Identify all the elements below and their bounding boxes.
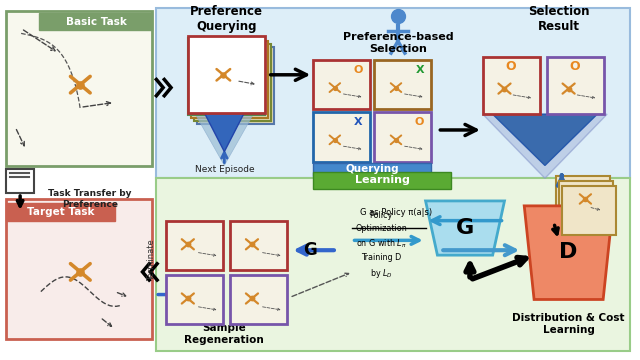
Text: O: O [569,60,580,73]
Polygon shape [524,206,613,300]
Text: Selection
Result: Selection Result [528,5,589,33]
Bar [194,44,271,121]
Text: O: O [354,65,363,75]
Polygon shape [195,113,254,166]
Text: X: X [354,117,363,127]
Text: Task Transfer by
Preference: Task Transfer by Preference [49,189,132,209]
Bar [313,162,431,176]
Bar [39,13,152,31]
Polygon shape [483,114,607,178]
Text: O: O [505,60,516,73]
Text: G: G [456,217,474,238]
Bar [313,112,371,162]
Text: Basic Task: Basic Task [66,17,127,27]
Text: Policy
Optimization
on G with $L_\pi$
Training D
by $L_D$: Policy Optimization on G with $L_\pi$ Tr… [355,211,407,279]
Text: Distribution & Cost
Learning: Distribution & Cost Learning [513,313,625,335]
Text: Target Task: Target Task [27,207,94,217]
Text: Querying: Querying [346,165,399,174]
Bar [547,57,604,114]
Polygon shape [426,201,504,255]
Bar [562,186,616,235]
Bar [483,57,540,114]
Bar [156,178,630,351]
Text: G as Policy π(a|s): G as Policy π(a|s) [360,208,432,217]
Bar [188,36,265,113]
Bar [374,112,431,162]
Text: Next Episode: Next Episode [195,165,254,174]
Text: X: X [415,65,424,75]
Bar [374,60,431,109]
Text: O: O [415,117,424,127]
Bar [230,275,287,324]
Text: Terminate: Terminate [147,239,156,281]
Bar [313,60,371,109]
Text: Learning: Learning [355,175,410,185]
Bar [6,11,152,166]
Bar [156,8,630,178]
Bar [230,221,287,270]
Bar [313,172,451,189]
Bar [559,181,613,230]
Bar [166,275,223,324]
Text: Preference-based
Selection: Preference-based Selection [342,32,453,54]
Polygon shape [205,113,244,152]
Polygon shape [493,114,597,166]
Text: Preference
Querying: Preference Querying [190,5,263,33]
Text: D: D [559,242,578,262]
Bar [191,41,268,118]
Text: Sample
Regeneration: Sample Regeneration [184,323,264,345]
Bar [6,203,115,221]
Bar [196,47,274,124]
Bar [188,38,265,115]
Text: G: G [303,241,317,259]
Bar [6,170,34,193]
Bar [166,221,223,270]
Bar [556,176,610,226]
Bar [6,199,152,339]
